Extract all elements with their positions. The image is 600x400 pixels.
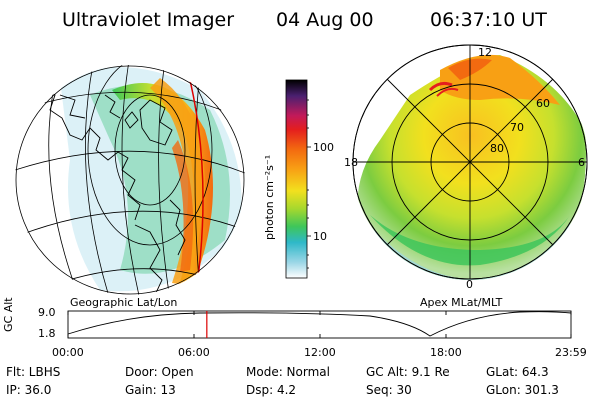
mlt-label-0: 0 bbox=[466, 278, 473, 291]
ip-info: IP: 36.0 bbox=[6, 383, 52, 397]
altitude-tick-min: 1.8 bbox=[38, 327, 56, 340]
instrument-title: Ultraviolet Imager bbox=[62, 9, 235, 31]
observation-date: 04 Aug 00 bbox=[276, 9, 374, 31]
geographic-map-caption: Geographic Lat/Lon bbox=[70, 296, 178, 309]
mlt-label-12: 12 bbox=[478, 46, 492, 59]
colorbar-unit-label: photon cm⁻²s⁻¹ bbox=[263, 154, 276, 240]
colorbar bbox=[285, 79, 311, 279]
dsp-info: Dsp: 4.2 bbox=[246, 383, 297, 397]
polar-map bbox=[352, 44, 588, 280]
seq-info: Seq: 30 bbox=[366, 383, 412, 397]
filter-info: Flt: LBHS bbox=[6, 365, 61, 379]
mlat-label-80: 80 bbox=[490, 142, 504, 155]
mlt-label-6: 6 bbox=[578, 156, 585, 169]
polar-map-caption: Apex MLat/MLT bbox=[420, 296, 503, 309]
time-tick-1800: 18:00 bbox=[430, 346, 462, 359]
door-info: Door: Open bbox=[125, 365, 194, 379]
mlat-label-60: 60 bbox=[536, 97, 550, 110]
time-tick-1200: 12:00 bbox=[304, 346, 336, 359]
glon-info: GLon: 301.3 bbox=[486, 383, 559, 397]
time-tick-2359: 23:59 bbox=[555, 346, 587, 359]
gain-info: Gain: 13 bbox=[125, 383, 176, 397]
altitude-plot bbox=[67, 310, 572, 339]
colorbar-tick-10: 10 bbox=[313, 230, 327, 243]
time-tick-0000: 00:00 bbox=[52, 346, 84, 359]
altitude-axis-label: GC Alt bbox=[2, 297, 15, 332]
mlt-label-18: 18 bbox=[344, 156, 358, 169]
time-tick-0600: 06:00 bbox=[178, 346, 210, 359]
geographic-map bbox=[15, 65, 245, 295]
gc-alt-info: GC Alt: 9.1 Re bbox=[366, 365, 450, 379]
mlat-label-70: 70 bbox=[510, 121, 524, 134]
altitude-tick-max: 9.0 bbox=[38, 306, 56, 319]
colorbar-tick-100: 100 bbox=[313, 141, 334, 154]
observation-time: 06:37:10 UT bbox=[430, 9, 547, 31]
mode-info: Mode: Normal bbox=[246, 365, 330, 379]
glat-info: GLat: 64.3 bbox=[486, 365, 549, 379]
